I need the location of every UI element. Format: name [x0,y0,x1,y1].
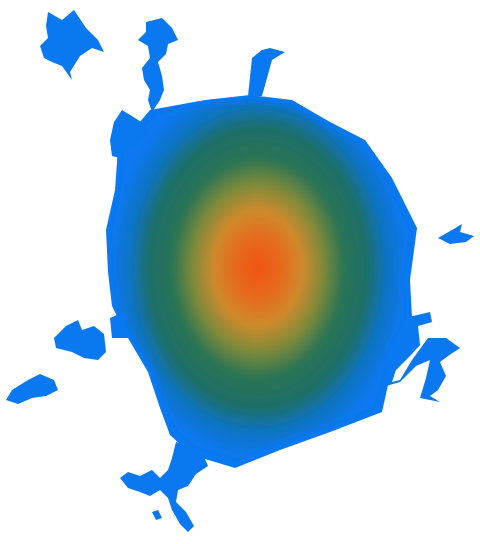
blob-spike-top [248,48,285,96]
stem-top [138,18,178,112]
blob-arm-right [384,312,460,402]
fragment-left-low [6,374,58,404]
fragment-left-mid [54,320,106,360]
fragment-bottom-left [120,442,208,532]
main-blob-gradient [112,101,409,458]
fragment-top-left [40,10,104,80]
fragment-right [438,224,474,244]
blob-arm-upper-left [110,110,150,158]
blob-notch-left [110,312,128,338]
speck-bottom [152,510,162,520]
